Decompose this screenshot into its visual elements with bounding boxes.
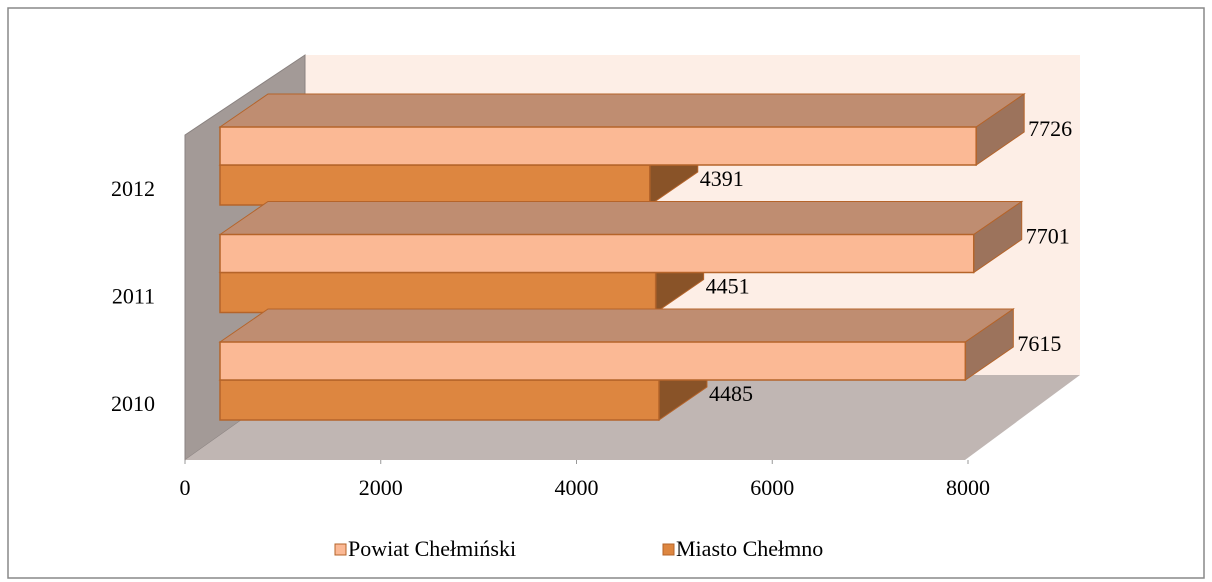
bar [218,308,1015,381]
bar [218,200,1024,274]
legend-swatch [662,543,675,556]
legend-swatch [334,543,347,556]
legend-label: Miasto Chełmno [676,536,823,561]
y-tick-label: 2012 [111,176,155,201]
bar-front [219,271,657,314]
value-label: 7726 [1028,116,1072,141]
value-label: 4451 [706,274,750,299]
value-label: 7615 [1017,331,1061,356]
y-tick-label: 2011 [112,284,155,309]
bar-front [219,126,977,166]
bar-front [219,341,967,381]
bar-front [219,379,660,421]
value-label: 4485 [709,381,753,406]
x-tick-label: 0 [180,475,191,500]
legend-label: Powiat Chełmiński [348,536,516,561]
y-tick-label: 2010 [111,391,155,416]
bar-front [219,164,651,206]
x-tick-label: 4000 [555,475,599,500]
x-tick-label: 8000 [946,475,990,500]
value-label: 7701 [1026,224,1070,249]
bar-front [219,233,975,274]
bar-top [218,201,1024,235]
bar [218,93,1026,166]
x-tick-label: 2000 [359,475,403,500]
value-label: 4391 [700,166,744,191]
bar-top [218,308,1015,343]
x-tick-label: 6000 [750,475,794,500]
bar-top [218,93,1026,128]
